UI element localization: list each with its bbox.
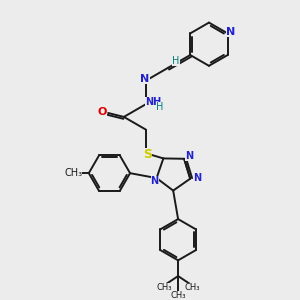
Text: N: N <box>140 74 150 84</box>
Text: N: N <box>151 176 159 186</box>
Text: CH₃: CH₃ <box>170 291 186 300</box>
Text: CH₃: CH₃ <box>157 284 172 292</box>
Text: S: S <box>143 148 152 161</box>
Text: NH: NH <box>145 97 161 107</box>
Text: CH₃: CH₃ <box>184 284 200 292</box>
Text: H: H <box>156 102 164 112</box>
Text: CH₃: CH₃ <box>64 168 82 178</box>
Text: H: H <box>172 56 180 66</box>
Text: O: O <box>98 107 107 117</box>
Text: N: N <box>193 173 201 183</box>
Text: N: N <box>185 151 193 161</box>
Text: N: N <box>226 27 235 38</box>
